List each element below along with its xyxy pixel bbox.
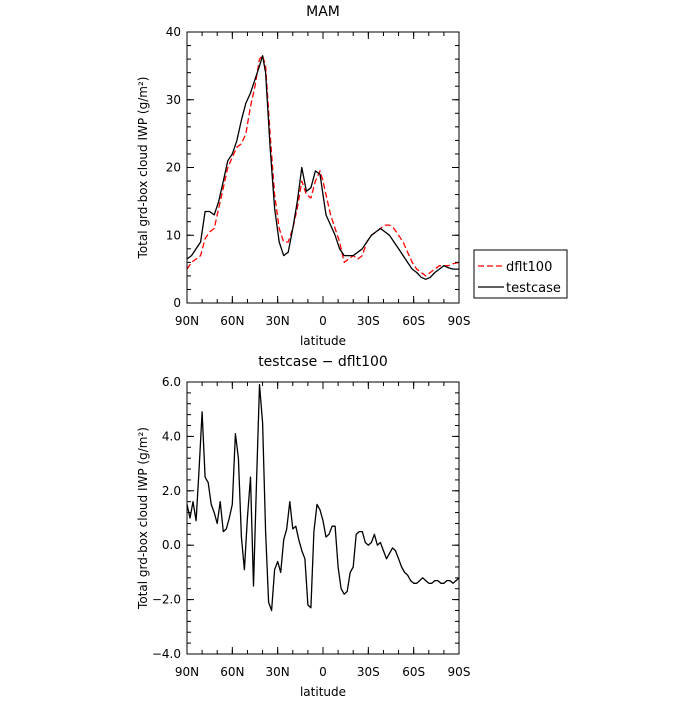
bottom-ytick-label: 4.0 [162, 429, 181, 443]
top-plot-area: 0 10 20 30 40 90N 60N 30N 0 30S 60S 90S [166, 25, 471, 328]
bottom-xtick-label: 30N [266, 665, 290, 679]
bottom-axes-frame [186, 381, 460, 655]
top-xtick-label: 60S [402, 314, 425, 328]
bottom-y-axis-title: Total grd-box cloud IWP (g/m²) [136, 427, 150, 610]
top-xtick-label: 90S [448, 314, 471, 328]
top-ytick-label: 40 [166, 25, 181, 39]
top-ytick-label: 0 [173, 296, 181, 310]
bottom-xtick-label: 0 [319, 665, 327, 679]
bottom-series-line-0 [186, 384, 460, 612]
top-legend: dflt100 testcase [473, 249, 568, 299]
series-testcase-line [186, 55, 459, 280]
top-y-axis-title: Total grd-box cloud IWP (g/m²) [136, 77, 150, 260]
legend-label-testcase: testcase [506, 281, 561, 296]
bottom-x-axis-title: latitude [300, 685, 346, 699]
bottom-ytick-label: 6.0 [162, 375, 181, 389]
panel-top: MAM 0 10 20 30 40 90N 60N 30N 0 30S 60S 90S latitud… [136, 4, 568, 348]
bottom-xtick-label: 90S [448, 665, 471, 679]
top-ytick-label: 10 [166, 228, 181, 242]
top-xtick-label: 30N [266, 314, 290, 328]
bottom-ytick-label: 2.0 [162, 484, 181, 498]
top-x-axis-title: latitude [300, 334, 346, 348]
top-xtick-label: 60N [220, 314, 244, 328]
top-xtick-label: 0 [319, 314, 327, 328]
series-dflt100-line [186, 55, 460, 277]
bottom-xtick-label: 60N [220, 665, 244, 679]
bottom-plot-area: −4.0 −2.0 0.0 2.0 4.0 6.0 90N 60N 30N 0 30S 60S 90S [152, 375, 471, 679]
bottom-ytick-label: −2.0 [152, 593, 181, 607]
bottom-xtick-label: 30S [357, 665, 380, 679]
legend-label-dflt100: dflt100 [506, 260, 552, 275]
top-ticks-layer: 0 10 20 30 40 90N 60N 30N 0 30S 60S 90S [166, 25, 471, 328]
bottom-ytick-label: −4.0 [152, 647, 181, 661]
bottom-xtick-label: 90N [175, 665, 199, 679]
top-legend-box [473, 249, 568, 299]
panel-bottom: testcase − dflt100 −4.0 −2.0 0.0 2.0 4.0 6.0 9… [136, 354, 470, 699]
bottom-ytick-label: 0.0 [162, 538, 181, 552]
top-ytick-label: 30 [166, 93, 181, 107]
top-xtick-label: 30S [357, 314, 380, 328]
top-chart-title: MAM [306, 4, 340, 20]
top-xtick-label: 90N [175, 314, 199, 328]
bottom-series-layer [186, 384, 460, 612]
bottom-ticks-layer: −4.0 −2.0 0.0 2.0 4.0 6.0 90N 60N 30N 0 30S 60S 90S [152, 375, 471, 679]
top-ytick-label: 20 [166, 161, 181, 175]
bottom-xtick-label: 60S [402, 665, 425, 679]
bottom-chart-title: testcase − dflt100 [258, 354, 388, 370]
top-series-layer [186, 55, 460, 280]
